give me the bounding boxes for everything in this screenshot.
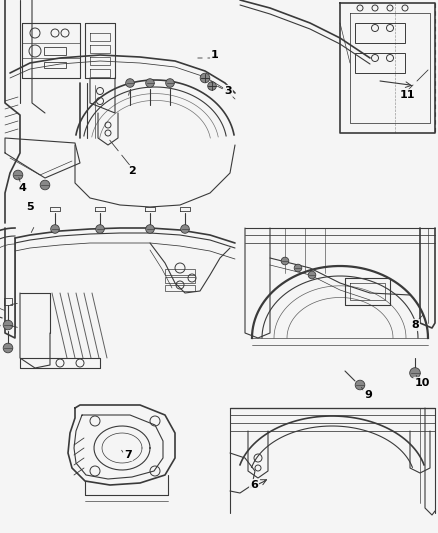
Bar [355, 23, 405, 43]
Circle shape [309, 272, 315, 278]
Circle shape [181, 225, 188, 232]
Text: 10: 10 [414, 378, 430, 388]
Circle shape [52, 225, 59, 232]
Bar [165, 277, 195, 283]
Text: 1: 1 [211, 50, 219, 60]
Circle shape [146, 79, 153, 86]
Circle shape [146, 225, 153, 232]
Circle shape [295, 265, 301, 271]
Text: 9: 9 [364, 390, 372, 400]
Circle shape [282, 258, 288, 264]
Circle shape [166, 79, 173, 86]
Text: 11: 11 [399, 90, 415, 100]
Bar [165, 269, 195, 275]
Circle shape [127, 79, 134, 86]
Text: 3: 3 [224, 86, 232, 96]
Circle shape [14, 171, 22, 179]
Text: 8: 8 [411, 320, 419, 330]
Text: 4: 4 [18, 183, 26, 193]
Bar [44, 62, 66, 68]
Circle shape [4, 344, 12, 352]
Bar [44, 47, 66, 55]
Circle shape [4, 321, 12, 329]
Circle shape [208, 83, 215, 90]
Text: 7: 7 [124, 450, 132, 460]
Circle shape [356, 381, 364, 389]
Circle shape [201, 74, 209, 82]
Bar [355, 53, 405, 73]
Bar [165, 285, 195, 291]
Circle shape [96, 225, 103, 232]
Text: 2: 2 [128, 166, 136, 176]
Circle shape [41, 181, 49, 189]
Text: 5: 5 [26, 202, 34, 212]
Circle shape [410, 368, 420, 377]
Text: 6: 6 [250, 480, 258, 490]
